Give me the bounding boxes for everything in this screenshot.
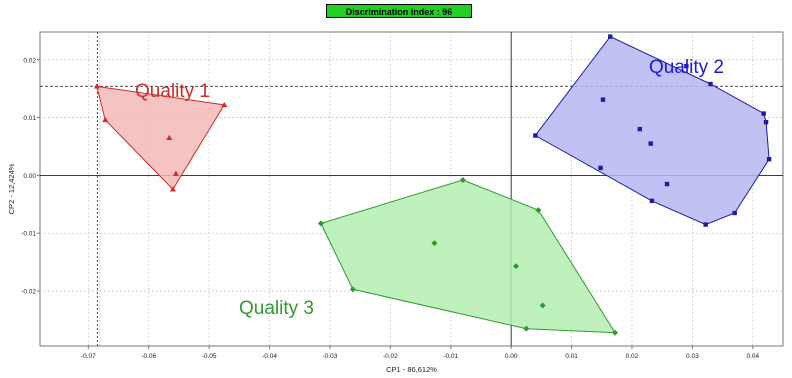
point-quality-3 [349,286,356,293]
y-axis-label: CP2 - 12,424% [7,163,16,214]
point-quality-1 [93,83,100,89]
point-quality-3 [513,263,520,270]
series-label-quality-1: Quality 1 [135,81,210,102]
x-tick-label: 0.03 [686,353,699,360]
discrimination-index-badge: Discrimination index : 96 [326,4,472,18]
x-tick-label: 0.02 [626,353,639,360]
series-label-quality-2: Quality 2 [649,57,724,78]
x-tick-label: 0.04 [746,353,759,360]
point-quality-2 [649,198,655,204]
y-tick-label: 0.00 [23,173,36,180]
x-tick-label: -0.07 [81,353,96,360]
point-quality-3 [612,329,619,336]
point-quality-2 [708,81,713,87]
point-quality-3 [535,207,542,214]
x-tick-label: 0.00 [505,353,518,360]
point-quality-2 [732,210,737,216]
hull-quality-3 [320,179,617,334]
point-quality-3 [459,177,466,184]
point-quality-3 [431,240,438,247]
y-tick-label: 0.02 [23,57,36,64]
point-quality-3 [317,220,324,227]
y-tick-label: 0.01 [23,115,36,122]
point-quality-3 [539,302,546,309]
point-quality-2 [598,165,603,171]
point-quality-2 [600,97,606,102]
point-quality-2 [684,63,689,69]
point-quality-2 [761,111,766,116]
point-quality-2 [648,141,653,146]
x-axis-label: CP1 - 86,612% [386,365,437,374]
point-quality-2 [766,157,772,162]
x-tick-label: 0.01 [565,353,578,360]
series-label-quality-3: Quality 3 [239,298,314,319]
point-quality-2 [664,181,670,187]
plot-area [39,31,784,347]
point-quality-2 [533,133,538,138]
point-quality-1 [172,170,179,176]
y-tick-label: -0.02 [21,289,36,296]
point-quality-2 [608,34,613,39]
x-tick-label: -0.02 [383,353,398,360]
point-quality-1 [169,186,176,192]
x-tick-label: -0.04 [262,353,277,360]
x-tick-label: -0.06 [141,353,156,360]
hull-quality-2 [534,35,770,226]
x-tick-label: -0.05 [202,353,217,360]
y-tick-label: -0.01 [21,231,36,238]
point-quality-1 [102,116,109,123]
point-quality-2 [703,222,708,227]
point-quality-3 [523,325,530,332]
point-quality-1 [221,101,228,108]
point-quality-2 [637,126,643,132]
point-quality-1 [166,134,173,141]
point-quality-2 [763,120,769,125]
x-tick-label: -0.03 [323,353,338,360]
x-tick-label: -0.01 [443,353,458,360]
